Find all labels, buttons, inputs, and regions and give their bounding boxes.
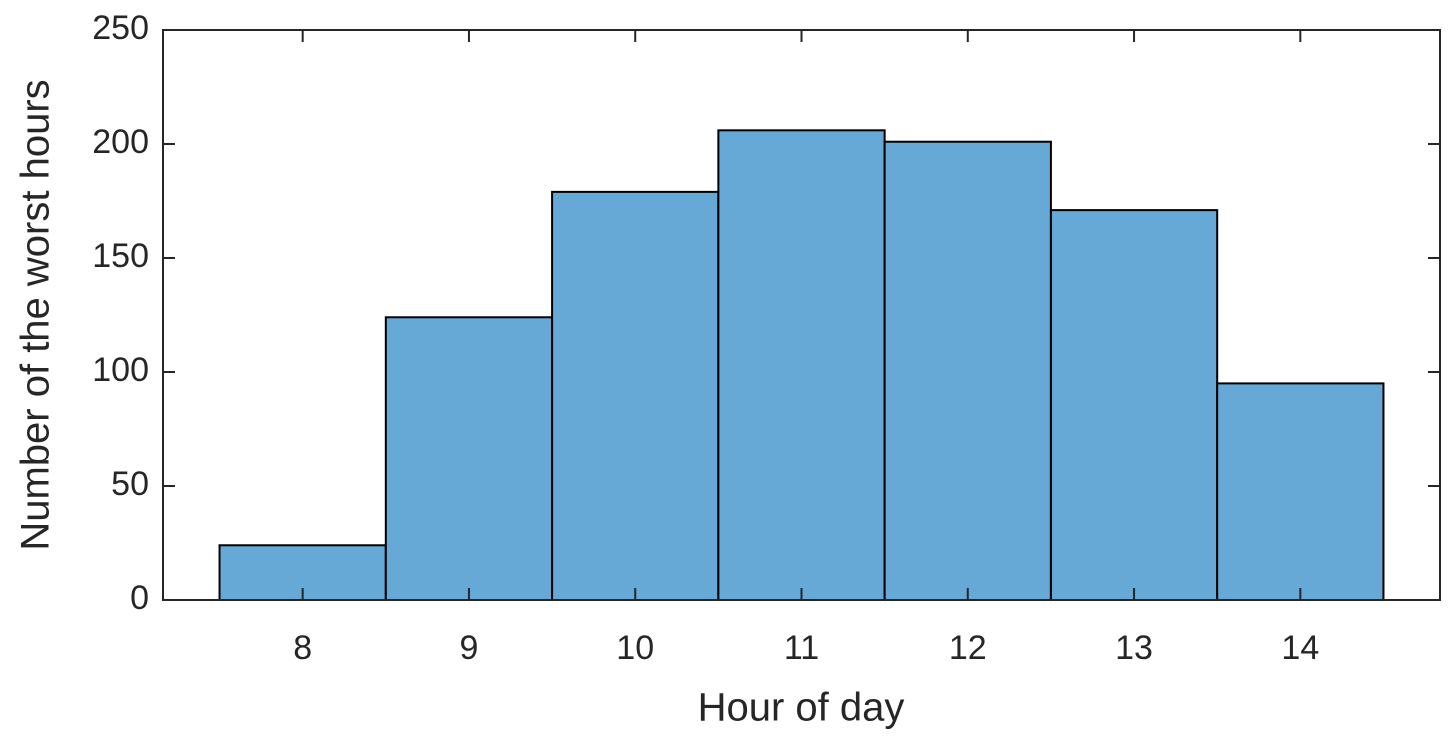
histogram-bar — [551, 190, 720, 601]
histogram-bar — [883, 140, 1052, 601]
x-tick-label: 12 — [949, 629, 987, 667]
x-axis-label: Hour of day — [698, 686, 905, 730]
histogram-bar — [717, 129, 886, 601]
histogram-bar — [384, 316, 554, 601]
x-tick-label: 8 — [293, 629, 312, 667]
histogram-bar — [1216, 382, 1385, 601]
x-tick-label: 14 — [1281, 629, 1319, 667]
x-tick-label: 11 — [784, 629, 819, 667]
y-tick-label: 150 — [92, 237, 149, 275]
y-tick-label: 100 — [92, 351, 149, 389]
y-tick-label: 200 — [92, 123, 149, 161]
y-tick-label: 250 — [92, 9, 149, 47]
x-tick-label: 13 — [1115, 629, 1153, 667]
plot-frame — [162, 29, 1441, 601]
y-tick-label: 50 — [111, 465, 149, 503]
x-tick-label: 9 — [459, 629, 478, 667]
y-tick-label: 0 — [130, 579, 149, 617]
histogram-bar — [1049, 209, 1219, 601]
x-tick-label: 10 — [616, 629, 654, 667]
y-axis-label: Number of the worst hours — [14, 79, 58, 550]
